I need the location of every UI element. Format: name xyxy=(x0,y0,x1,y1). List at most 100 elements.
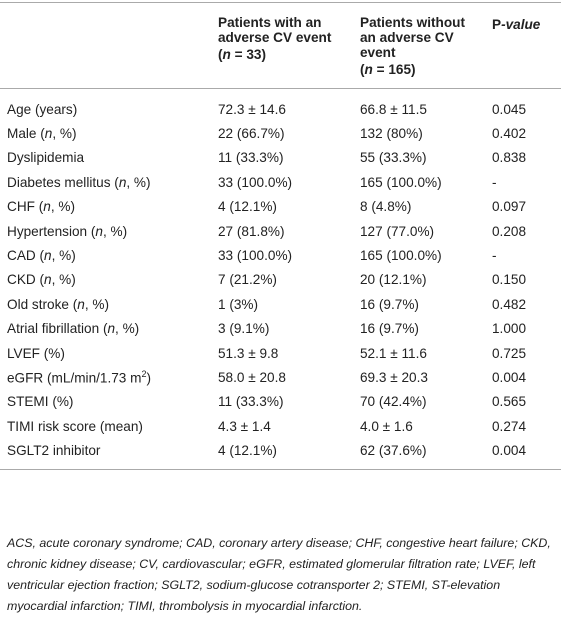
table-row: Atrial fibrillation (n, %) 3 (9.1%) 16 (9.… xyxy=(0,317,561,341)
header-count: (n = 33) xyxy=(218,45,360,65)
table-cell: 62 (37.6%) xyxy=(360,443,427,459)
table-cell: 0.402 xyxy=(492,126,527,142)
table-cell: - xyxy=(492,248,497,264)
line: Patients with an xyxy=(218,15,322,30)
text: = 165) xyxy=(372,62,416,77)
text: , %) xyxy=(52,126,77,142)
table-cell: 0.097 xyxy=(492,199,527,215)
text: = 33) xyxy=(230,47,266,62)
text: , %) xyxy=(51,248,76,264)
text: Hypertension ( xyxy=(7,223,96,239)
row-label: eGFR (mL/min/1.73 m2) xyxy=(0,365,218,389)
table-cell: - xyxy=(492,174,497,190)
table-cell: 132 (80%) xyxy=(360,126,423,142)
row-label: Atrial fibrillation (n, %) xyxy=(0,317,218,341)
italic-text: -value xyxy=(501,17,541,32)
text: , %) xyxy=(126,174,151,190)
header-cell: Patients without an adverse CV event (n = 1… xyxy=(360,3,492,89)
text: Male ( xyxy=(7,126,45,142)
table-cell: 4 (12.1%) xyxy=(218,199,277,215)
table-cell: 72.3 ± 14.6 xyxy=(218,101,286,117)
header-count: (n = 165) xyxy=(360,60,492,80)
table-row: CHF (n, %) 4 (12.1%) 8 (4.8%) 0.097 xyxy=(0,195,561,219)
table-cell: 11 (33.3%) xyxy=(218,394,284,410)
italic-text: n xyxy=(222,47,231,62)
table-cell: 1.000 xyxy=(492,321,527,337)
line: Patients without xyxy=(360,15,465,30)
table-row: CKD (n, %) 7 (21.2%) 20 (12.1%) 0.150 xyxy=(0,268,561,292)
table-cell: 0.838 xyxy=(492,150,527,166)
table-cell: 20 (12.1%) xyxy=(360,272,427,288)
row-label: Age (years) xyxy=(0,89,218,122)
table-cell: 0.565 xyxy=(492,394,527,410)
table-cell: 4.0 ± 1.6 xyxy=(360,418,413,434)
line: event xyxy=(360,45,396,60)
row-label: Hypertension (n, %) xyxy=(0,219,218,243)
table-row: STEMI (%) 11 (33.3%) 70 (42.4%) 0.565 xyxy=(0,390,561,414)
table-cell: 0.045 xyxy=(492,101,527,117)
table-row: CAD (n, %) 33 (100.0%) 165 (100.0%) - xyxy=(0,243,561,267)
table-cell: 52.1 ± 11.6 xyxy=(360,345,427,361)
table-cell: 11 (33.3%) xyxy=(218,150,284,166)
table-cell: 4.3 ± 1.4 xyxy=(218,418,271,434)
footnote: ACS, acute coronary syndrome; CAD, coron… xyxy=(7,536,551,613)
row-label: Diabetes mellitus (n, %) xyxy=(0,170,218,194)
row-label: LVEF (%) xyxy=(0,341,218,365)
line: an adverse CV xyxy=(360,30,454,45)
header-wrap: Patients without an adverse CV event (n = 1… xyxy=(360,15,492,80)
text: , %) xyxy=(51,272,76,288)
table-cell: 0.150 xyxy=(492,272,527,288)
table-cell: 51.3 ± 9.8 xyxy=(218,345,279,361)
table-row: LVEF (%) 51.3 ± 9.8 52.1 ± 11.6 0.725 xyxy=(0,341,561,365)
row-label: CKD (n, %) xyxy=(0,268,218,292)
table-cell: 0.725 xyxy=(492,345,527,361)
text: Atrial fibrillation ( xyxy=(7,321,108,337)
row-label: Male (n, %) xyxy=(0,121,218,145)
text: SGLT2 inhibitor xyxy=(7,443,101,459)
row-label: STEMI (%) xyxy=(0,390,218,414)
row-label: TIMI risk score (mean) xyxy=(0,414,218,438)
text: CAD ( xyxy=(7,248,45,264)
table-cell: 4 (12.1%) xyxy=(218,443,277,459)
table-row: Male (n, %) 22 (66.7%) 132 (80%) 0.402 xyxy=(0,121,561,145)
data-table: Patients with an adverse CV event (n = 33)… xyxy=(0,2,561,470)
table-cell: 0.004 xyxy=(492,443,527,459)
table-row: eGFR (mL/min/1.73 m2) 58.0 ± 20.8 69.3 ± 2… xyxy=(0,365,561,389)
header-title: P-value xyxy=(492,15,561,35)
text: Old stroke ( xyxy=(7,296,78,312)
text: , %) xyxy=(50,199,75,215)
text: CHF ( xyxy=(7,199,44,215)
table-cell: 0.004 xyxy=(492,369,527,385)
italic-text: n xyxy=(44,272,52,288)
italic-text: n xyxy=(44,248,52,264)
table-cell: 165 (100.0%) xyxy=(360,248,442,264)
table-cell: 165 (100.0%) xyxy=(360,174,442,190)
table-cell: 0.208 xyxy=(492,223,527,239)
text: Dyslipidemia xyxy=(7,150,85,166)
table-cell: 33 (100.0%) xyxy=(218,174,293,190)
text: CKD ( xyxy=(7,272,45,288)
table-row: Diabetes mellitus (n, %) 33 (100.0%) 165 (… xyxy=(0,170,561,194)
header-title: Patients with an adverse CV event xyxy=(218,15,360,45)
table-cell: 8 (4.8%) xyxy=(360,199,412,215)
header-cell xyxy=(0,3,218,89)
header-wrap: Patients with an adverse CV event (n = 33) xyxy=(218,15,360,65)
table-row: Dyslipidemia 11 (33.3%) 55 (33.3%) 0.838 xyxy=(0,146,561,170)
row-label: CHF (n, %) xyxy=(0,195,218,219)
table-cell: 70 (42.4%) xyxy=(360,394,427,410)
italic-text: n xyxy=(77,296,85,312)
table-cell: 58.0 ± 20.8 xyxy=(218,369,286,385)
text: ) xyxy=(146,370,152,386)
table-cell: 127 (77.0%) xyxy=(360,223,435,239)
italic-text: n xyxy=(364,62,373,77)
table-row: Old stroke (n, %) 1 (3%) 16 (9.7%) 0.482 xyxy=(0,292,561,316)
table-cell: 66.8 ± 11.5 xyxy=(360,101,427,117)
table-cell: 69.3 ± 20.3 xyxy=(360,369,428,385)
table-row: SGLT2 inhibitor 4 (12.1%) 62 (37.6%) 0.004 xyxy=(0,438,561,470)
table-cell: 16 (9.7%) xyxy=(360,321,419,337)
table-cell: 0.274 xyxy=(492,418,527,434)
text: Diabetes mellitus ( xyxy=(7,174,119,190)
row-label: Old stroke (n, %) xyxy=(0,292,218,316)
text: Age (years) xyxy=(7,101,78,117)
